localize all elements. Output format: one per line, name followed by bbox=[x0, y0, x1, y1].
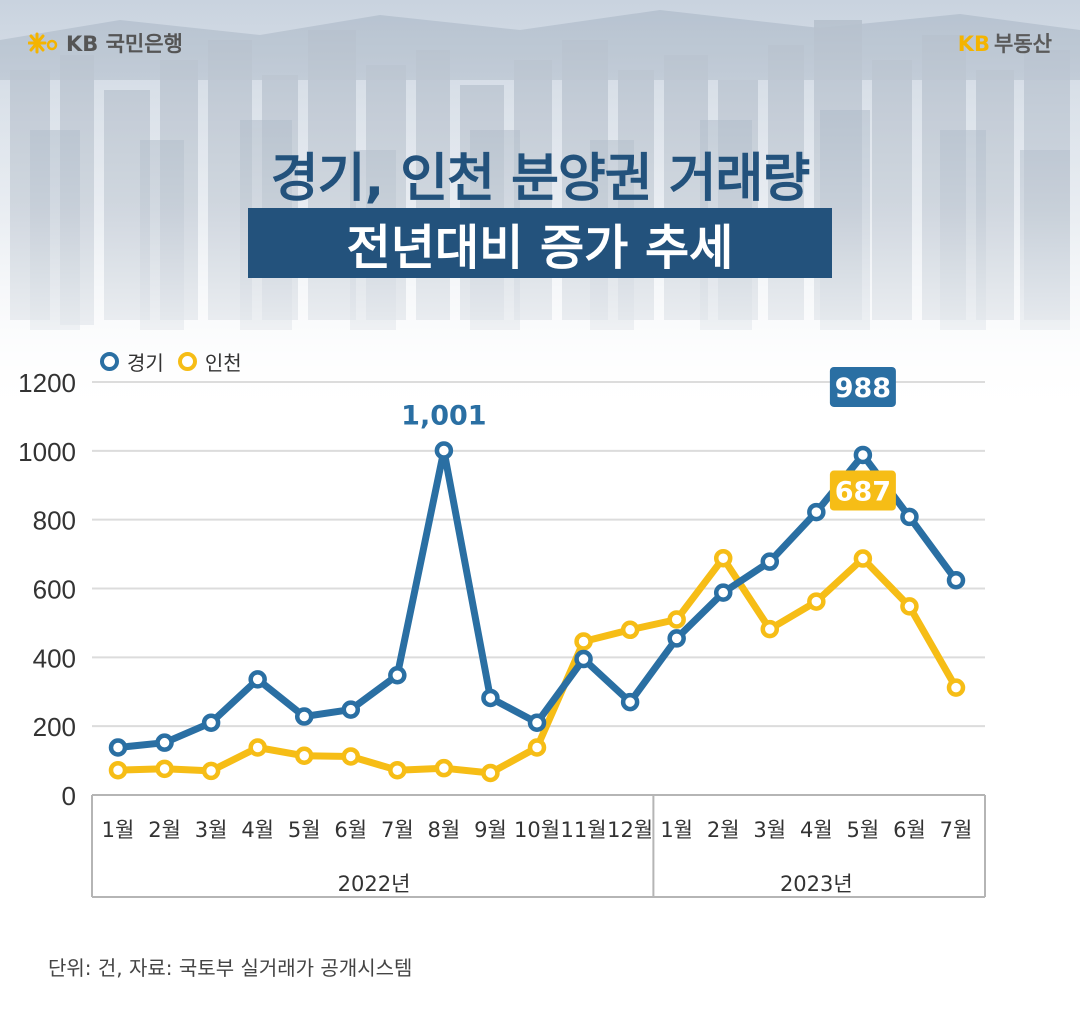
data-point-gyeonggi bbox=[388, 665, 407, 685]
kb-kookmin-bank-logo: KB 국민은행 bbox=[28, 28, 183, 58]
x-tick-label: 8월 bbox=[428, 818, 461, 842]
y-tick-label: 1000 bbox=[18, 437, 76, 467]
x-tick-label: 7월 bbox=[940, 818, 973, 842]
data-point-incheon bbox=[527, 738, 547, 757]
data-point-gyeonggi bbox=[434, 441, 454, 460]
data-point-incheon bbox=[620, 620, 640, 640]
data-label-box bbox=[829, 470, 896, 511]
data-point-gyeonggi bbox=[341, 700, 361, 719]
x-tick-label: 6월 bbox=[893, 818, 926, 842]
data-label-box bbox=[829, 366, 896, 407]
right-logo-kb: KB bbox=[957, 32, 991, 56]
data-label-annotation: 988 bbox=[835, 373, 891, 404]
data-point-gyeonggi bbox=[527, 713, 547, 732]
data-point-incheon bbox=[388, 760, 407, 780]
legend-label-gyeonggi: 경기 bbox=[127, 351, 164, 375]
data-point-gyeonggi bbox=[667, 629, 686, 648]
y-tick-label: 800 bbox=[33, 506, 76, 536]
data-point-gyeonggi bbox=[713, 583, 733, 602]
data-point-gyeonggi bbox=[294, 707, 314, 726]
title-line2: 전년대비 증가 추세 bbox=[346, 220, 734, 276]
data-point-incheon bbox=[807, 592, 826, 611]
data-point-incheon bbox=[900, 597, 919, 616]
data-point-incheon bbox=[341, 747, 361, 766]
y-tick-label: 200 bbox=[33, 712, 76, 742]
data-point-incheon bbox=[108, 760, 128, 780]
data-point-gyeonggi bbox=[248, 670, 267, 689]
data-point-gyeonggi bbox=[201, 713, 221, 732]
data-point-gyeonggi bbox=[853, 445, 873, 465]
legend-marker-incheon bbox=[177, 352, 197, 371]
x-tick-label: 5월 bbox=[288, 818, 321, 842]
data-point-gyeonggi bbox=[108, 738, 128, 757]
data-point-incheon bbox=[155, 759, 174, 779]
y-tick-label: 0 bbox=[62, 781, 76, 811]
data-point-incheon bbox=[946, 678, 966, 697]
data-point-gyeonggi bbox=[760, 552, 780, 571]
x-tick-label: 4월 bbox=[241, 818, 274, 842]
x-tick-label: 3월 bbox=[195, 818, 228, 842]
x-tick-label: 12월 bbox=[607, 818, 653, 842]
data-label-annotation: 1,001 bbox=[401, 400, 486, 431]
city-skyline-background bbox=[0, 0, 1080, 420]
data-point-incheon bbox=[853, 549, 873, 568]
x-tick-label: 3월 bbox=[753, 818, 786, 842]
data-label-annotation: 687 bbox=[835, 477, 891, 508]
data-point-gyeonggi bbox=[900, 507, 919, 527]
data-point-gyeonggi bbox=[155, 733, 174, 752]
left-logo-text: KB 국민은행 bbox=[66, 32, 183, 56]
kb-star-icon bbox=[28, 32, 58, 54]
kb-real-estate-logo: KB 부동산 bbox=[958, 28, 1052, 58]
title-line1: 경기, 인천 분양권 거래량 bbox=[270, 149, 810, 209]
data-point-gyeonggi bbox=[620, 692, 640, 712]
x-tick-label: 10월 bbox=[514, 818, 560, 842]
y-tick-label: 600 bbox=[33, 575, 76, 605]
data-point-incheon bbox=[760, 619, 780, 639]
data-point-gyeonggi bbox=[807, 502, 826, 522]
data-point-incheon bbox=[481, 763, 500, 783]
x-tick-label: 1월 bbox=[102, 818, 135, 842]
x-tick-label: 7월 bbox=[381, 818, 414, 842]
x-tick-label: 9월 bbox=[474, 818, 507, 842]
right-logo-text: 부동산 bbox=[994, 32, 1052, 56]
data-point-incheon bbox=[201, 761, 221, 781]
title-line2-box: 전년대비 증가 추세 bbox=[248, 208, 832, 278]
x-tick-label: 2월 bbox=[148, 818, 181, 842]
year-group-label: 2023년 bbox=[780, 872, 853, 896]
x-tick-label: 1월 bbox=[660, 818, 693, 842]
x-tick-label: 6월 bbox=[334, 818, 367, 842]
data-point-incheon bbox=[294, 746, 314, 766]
legend-marker-gyeonggi bbox=[100, 352, 119, 371]
x-tick-label: 2월 bbox=[707, 818, 740, 842]
y-tick-label: 1200 bbox=[18, 368, 76, 398]
data-point-incheon bbox=[574, 632, 593, 651]
data-point-gyeonggi bbox=[946, 570, 966, 590]
data-point-incheon bbox=[713, 548, 733, 568]
data-point-gyeonggi bbox=[481, 688, 500, 708]
data-point-gyeonggi bbox=[574, 649, 593, 669]
x-tick-label: 11월 bbox=[561, 818, 607, 842]
chart-legend: 경기 인천 bbox=[100, 347, 242, 376]
x-tick-label: 5월 bbox=[847, 818, 880, 842]
data-point-incheon bbox=[667, 610, 686, 629]
data-point-incheon bbox=[248, 738, 267, 757]
footer-source-note: 단위: 건, 자료: 국토부 실거래가 공개시스템 bbox=[48, 956, 413, 980]
y-tick-label: 400 bbox=[33, 643, 76, 673]
x-tick-label: 4월 bbox=[800, 818, 833, 842]
legend-label-incheon: 인천 bbox=[204, 351, 242, 375]
data-point-incheon bbox=[434, 758, 454, 778]
year-group-label: 2022년 bbox=[338, 872, 411, 896]
